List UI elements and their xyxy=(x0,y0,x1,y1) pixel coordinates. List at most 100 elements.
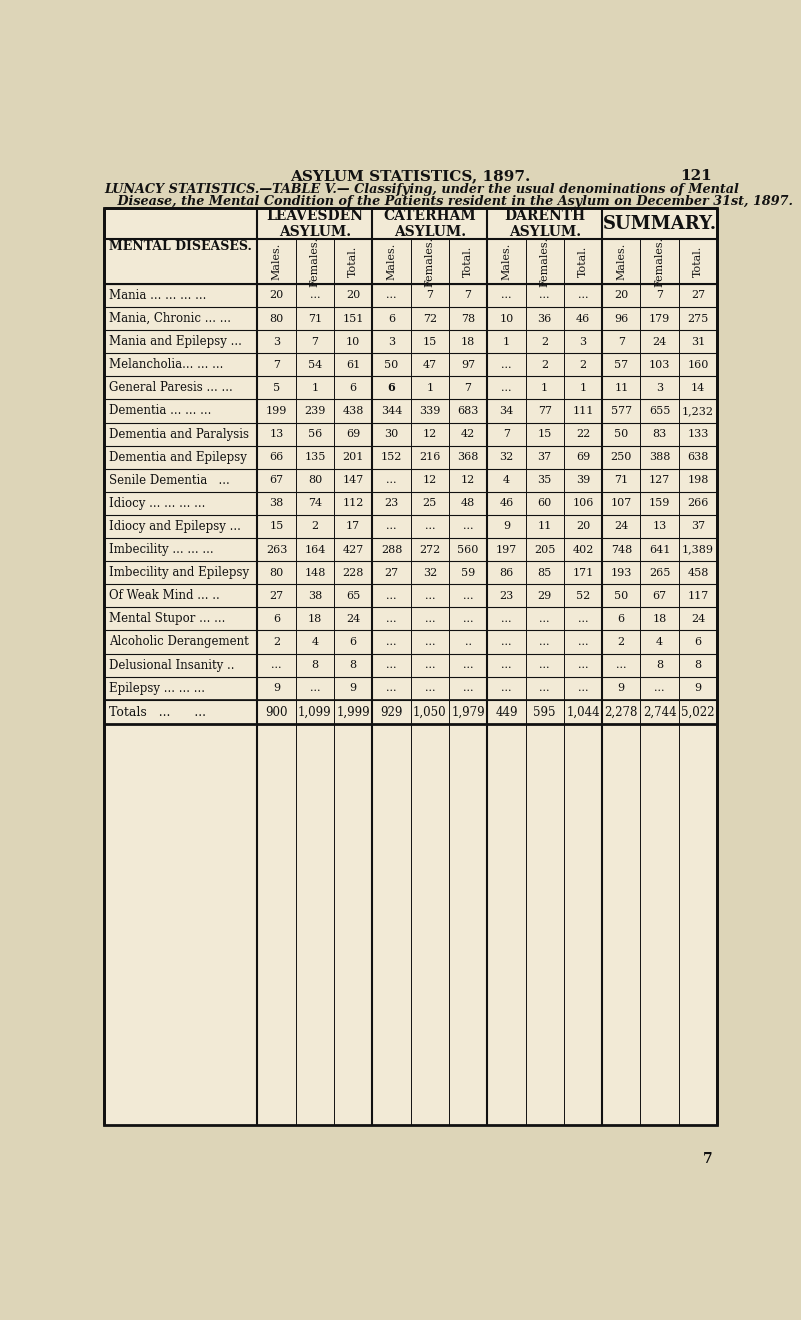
Text: 39: 39 xyxy=(576,475,590,486)
Text: 10: 10 xyxy=(346,337,360,347)
Text: ...: ... xyxy=(386,684,396,693)
Text: 117: 117 xyxy=(687,591,709,601)
Text: 1,389: 1,389 xyxy=(682,545,714,554)
Text: Of Weak Mind ... ..: Of Weak Mind ... .. xyxy=(109,589,219,602)
Text: 20: 20 xyxy=(269,290,284,301)
Text: 24: 24 xyxy=(653,337,666,347)
Text: 46: 46 xyxy=(499,499,513,508)
Text: 50: 50 xyxy=(614,591,629,601)
Text: 1,099: 1,099 xyxy=(298,705,332,718)
Text: Imbecility and Epilepsy: Imbecility and Epilepsy xyxy=(109,566,249,579)
Text: 7: 7 xyxy=(702,1151,712,1166)
Text: Mania ... ... ... ...: Mania ... ... ... ... xyxy=(109,289,206,302)
Text: 6: 6 xyxy=(694,638,702,647)
Text: 14: 14 xyxy=(690,383,705,393)
Text: 80: 80 xyxy=(269,314,284,323)
Text: 9: 9 xyxy=(273,684,280,693)
Text: 1: 1 xyxy=(541,383,548,393)
Text: ...: ... xyxy=(386,614,396,624)
Text: General Paresis ... ...: General Paresis ... ... xyxy=(109,381,232,395)
Text: 683: 683 xyxy=(457,407,479,416)
Text: ...: ... xyxy=(310,290,320,301)
Text: 24: 24 xyxy=(614,521,629,532)
Text: 8: 8 xyxy=(312,660,319,671)
Text: 15: 15 xyxy=(537,429,552,440)
Text: 1,050: 1,050 xyxy=(413,705,447,718)
Text: 9: 9 xyxy=(503,521,510,532)
Text: 929: 929 xyxy=(380,705,403,718)
Text: 15: 15 xyxy=(269,521,284,532)
Text: 83: 83 xyxy=(653,429,666,440)
Text: 23: 23 xyxy=(499,591,513,601)
Text: 13: 13 xyxy=(653,521,666,532)
Text: ..: .. xyxy=(465,638,472,647)
Text: Total.: Total. xyxy=(463,246,473,277)
Text: ...: ... xyxy=(386,475,396,486)
Text: 78: 78 xyxy=(461,314,475,323)
Text: 31: 31 xyxy=(690,337,705,347)
Text: 20: 20 xyxy=(346,290,360,301)
Text: 151: 151 xyxy=(343,314,364,323)
Text: 164: 164 xyxy=(304,545,325,554)
Text: ...: ... xyxy=(501,684,512,693)
Text: 7: 7 xyxy=(426,290,433,301)
Text: 193: 193 xyxy=(610,568,632,578)
Text: Disease, the Mental Condition of the Patients resident in the Asylum on December: Disease, the Mental Condition of the Pat… xyxy=(104,195,793,209)
Text: Females.: Females. xyxy=(540,236,549,286)
Text: ...: ... xyxy=(501,638,512,647)
Text: 18: 18 xyxy=(653,614,666,624)
Text: Dementia and Paralysis: Dementia and Paralysis xyxy=(109,428,248,441)
Text: 9: 9 xyxy=(694,684,702,693)
Text: 71: 71 xyxy=(308,314,322,323)
Text: 6: 6 xyxy=(388,314,395,323)
Text: Totals   ...      ...: Totals ... ... xyxy=(109,705,206,718)
Text: Males.: Males. xyxy=(272,243,282,280)
Text: ...: ... xyxy=(425,521,435,532)
Text: 1,044: 1,044 xyxy=(566,705,600,718)
Text: 34: 34 xyxy=(499,407,513,416)
Text: 5: 5 xyxy=(273,383,280,393)
Text: ...: ... xyxy=(425,591,435,601)
Text: 111: 111 xyxy=(572,407,594,416)
Text: 54: 54 xyxy=(308,360,322,370)
Text: 2: 2 xyxy=(618,638,625,647)
Text: ...: ... xyxy=(386,660,396,671)
Text: 160: 160 xyxy=(687,360,709,370)
Text: Idiocy and Epilepsy ...: Idiocy and Epilepsy ... xyxy=(109,520,240,533)
Text: 18: 18 xyxy=(308,614,322,624)
Text: ...: ... xyxy=(463,521,473,532)
Text: 20: 20 xyxy=(614,290,629,301)
Text: 121: 121 xyxy=(681,169,712,183)
Text: 23: 23 xyxy=(384,499,399,508)
Text: 8: 8 xyxy=(694,660,702,671)
Text: Imbecility ... ... ...: Imbecility ... ... ... xyxy=(109,543,213,556)
Text: 9: 9 xyxy=(349,684,356,693)
Text: 1,999: 1,999 xyxy=(336,705,370,718)
Text: 13: 13 xyxy=(269,429,284,440)
Text: 250: 250 xyxy=(610,453,632,462)
Text: ...: ... xyxy=(310,684,320,693)
Text: Total.: Total. xyxy=(348,246,358,277)
Text: 197: 197 xyxy=(496,545,517,554)
Text: 57: 57 xyxy=(614,360,628,370)
Text: 133: 133 xyxy=(687,429,709,440)
Text: Mania and Epilepsy ...: Mania and Epilepsy ... xyxy=(109,335,242,348)
Text: 595: 595 xyxy=(533,705,556,718)
Text: 560: 560 xyxy=(457,545,479,554)
Text: ...: ... xyxy=(654,684,665,693)
Text: 50: 50 xyxy=(614,429,629,440)
Text: 6: 6 xyxy=(349,638,356,647)
Text: 1,979: 1,979 xyxy=(451,705,485,718)
Text: 388: 388 xyxy=(649,453,670,462)
Text: 3: 3 xyxy=(579,337,586,347)
Text: 24: 24 xyxy=(346,614,360,624)
Text: 85: 85 xyxy=(537,568,552,578)
Text: 641: 641 xyxy=(649,545,670,554)
Text: 1,232: 1,232 xyxy=(682,407,714,416)
Text: 86: 86 xyxy=(499,568,513,578)
Text: 6: 6 xyxy=(273,614,280,624)
Text: 66: 66 xyxy=(269,453,284,462)
Text: 67: 67 xyxy=(653,591,666,601)
Text: 60: 60 xyxy=(537,499,552,508)
Text: 59: 59 xyxy=(461,568,475,578)
